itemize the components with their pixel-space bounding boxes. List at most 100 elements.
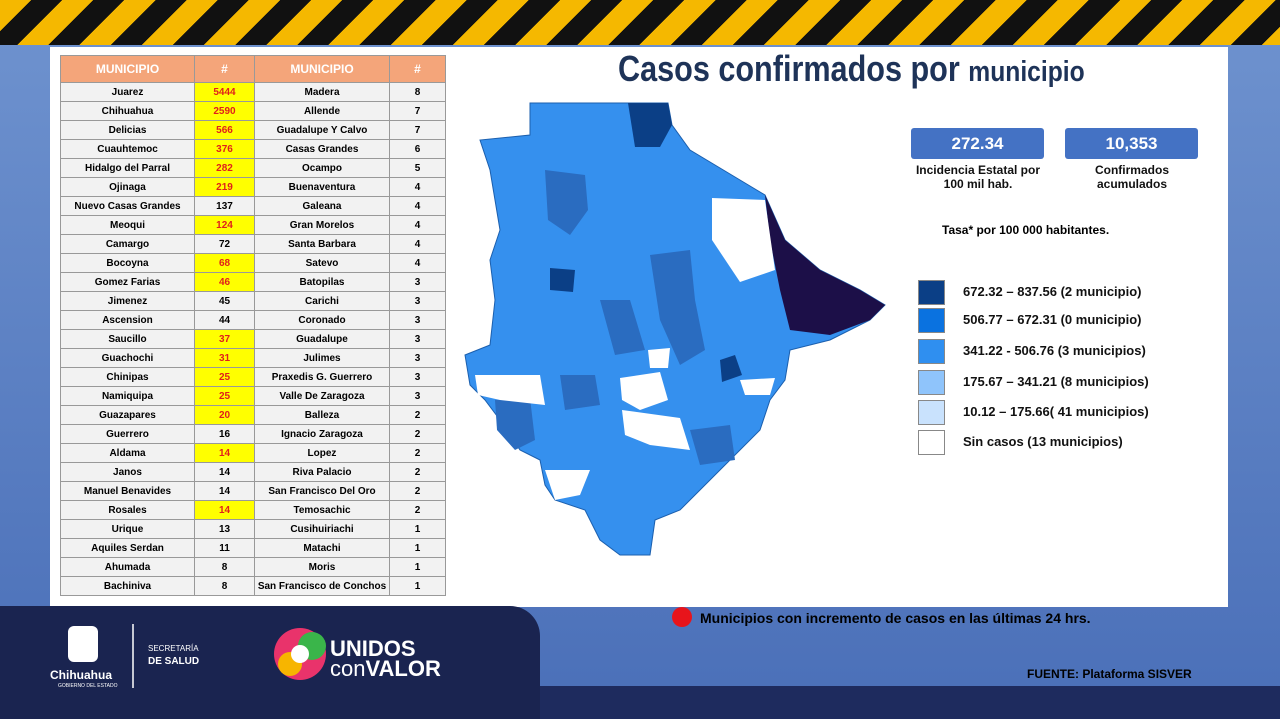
- cell-name: Moris: [254, 557, 390, 577]
- cell-name: Santa Barbara: [254, 234, 390, 254]
- cell-count: 1: [389, 576, 446, 596]
- region-dark: [765, 195, 885, 335]
- legend-label: 10.12 – 175.66( 41 municipios): [963, 404, 1149, 419]
- state-name: Chihuahua: [50, 668, 112, 682]
- cell-name: Guerrero: [60, 424, 195, 444]
- legend-label: 341.22 - 506.76 (3 municipios): [963, 343, 1146, 358]
- cell-name: Satevo: [254, 253, 390, 273]
- cell-count: 25: [194, 367, 255, 387]
- cell-count: 8: [194, 576, 255, 596]
- region-white: [740, 378, 775, 395]
- cell-name: Delicias: [60, 120, 195, 140]
- cell-name: Juarez: [60, 82, 195, 102]
- sec-label: SECRETARÍA: [148, 644, 199, 653]
- legend-swatch: [918, 339, 945, 364]
- cell-count: 137: [194, 196, 255, 216]
- region-mid: [545, 170, 588, 235]
- cell-count: 16: [194, 424, 255, 444]
- region-white: [712, 198, 775, 282]
- gov-label: GOBIERNO DEL ESTADO: [58, 683, 118, 689]
- region-mid: [600, 300, 645, 355]
- cell-count: 45: [194, 291, 255, 311]
- cell-name: Ocampo: [254, 158, 390, 178]
- cell-name: Jimenez: [60, 291, 195, 311]
- cell-count: 14: [194, 443, 255, 463]
- cell-count: 4: [389, 177, 446, 197]
- region-mid: [495, 398, 535, 450]
- region-navy: [550, 268, 575, 292]
- table-row: Cuauhtemoc 376 Casas Grandes 6: [60, 139, 446, 159]
- cell-name: Gran Morelos: [254, 215, 390, 235]
- legend-swatch: [918, 308, 945, 333]
- table-row: Saucillo 37 Guadalupe 3: [60, 329, 446, 349]
- cell-count: 31: [194, 348, 255, 368]
- table-row: Nuevo Casas Grandes 137 Galeana 4: [60, 196, 446, 216]
- title-main: Casos confirmados por: [618, 48, 960, 89]
- table-row: Meoqui 124 Gran Morelos 4: [60, 215, 446, 235]
- table-row: Gomez Farias 46 Batopilas 3: [60, 272, 446, 292]
- cell-count: 7: [389, 120, 446, 140]
- cell-name: Coronado: [254, 310, 390, 330]
- brand-text: UNIDOS: [330, 636, 416, 661]
- sec-label: DE SALUD: [148, 656, 200, 667]
- legend-swatch: [918, 280, 945, 305]
- cell-name: Buenaventura: [254, 177, 390, 197]
- table-row: Aldama 14 Lopez 2: [60, 443, 446, 463]
- cell-count: 3: [389, 310, 446, 330]
- cases-table: MUNICIPIO # MUNICIPIO # Juarez 5444 Madera 8 Ch…: [60, 55, 446, 596]
- region-white: [622, 410, 690, 450]
- cell-count: 3: [389, 348, 446, 368]
- cell-name: Hidalgo del Parral: [60, 158, 195, 178]
- cell-count: 2: [389, 462, 446, 482]
- col-header: MUNICIPIO: [60, 55, 195, 83]
- cell-name: Ahumada: [60, 557, 195, 577]
- col-header: #: [194, 55, 255, 83]
- table-row: Manuel Benavides 14 San Francisco Del Oro 2: [60, 481, 446, 501]
- brand-text: VALOR: [365, 656, 441, 681]
- stat-value: 10,353: [1065, 128, 1198, 159]
- cell-name: Chinipas: [60, 367, 195, 387]
- region-white: [620, 372, 668, 410]
- legend-swatch: [918, 370, 945, 395]
- cell-count: 1: [389, 538, 446, 558]
- cell-name: Lopez: [254, 443, 390, 463]
- region-navy: [628, 103, 672, 147]
- stat-value: 272.34: [911, 128, 1044, 159]
- cell-name: Batopilas: [254, 272, 390, 292]
- table-row: Delicias 566 Guadalupe Y Calvo 7: [60, 120, 446, 140]
- col-header: MUNICIPIO: [254, 55, 390, 83]
- cell-name: Cuauhtemoc: [60, 139, 195, 159]
- table-row: Rosales 14 Temosachic 2: [60, 500, 446, 520]
- region-white: [475, 375, 545, 405]
- table-row: Chihuahua 2590 Allende 7: [60, 101, 446, 121]
- cell-name: Ignacio Zaragoza: [254, 424, 390, 444]
- cell-count: 219: [194, 177, 255, 197]
- brand-logo: [291, 645, 309, 663]
- cell-count: 3: [389, 329, 446, 349]
- cell-count: 2: [389, 481, 446, 501]
- cell-count: 6: [389, 139, 446, 159]
- cell-name: Bachiniva: [60, 576, 195, 596]
- table-row: Bachiniva 8 San Francisco de Conchos 1: [60, 576, 446, 596]
- table-row: Bocoyna 68 Satevo 4: [60, 253, 446, 273]
- cell-name: Camargo: [60, 234, 195, 254]
- title: Casos confirmados por municipio: [618, 48, 1085, 90]
- table-row: Chinipas 25 Praxedis G. Guerrero 3: [60, 367, 446, 387]
- table-row: Guachochi 31 Julimes 3: [60, 348, 446, 368]
- legend-label: Sin casos (13 municipios): [963, 434, 1123, 449]
- legend-title: Tasa* por 100 000 habitantes.: [942, 223, 1110, 237]
- cell-count: 2: [389, 500, 446, 520]
- cell-count: 4: [389, 196, 446, 216]
- cell-name: Guadalupe: [254, 329, 390, 349]
- cell-name: Ascension: [60, 310, 195, 330]
- table-row: Ascension 44 Coronado 3: [60, 310, 446, 330]
- cell-name: Guachochi: [60, 348, 195, 368]
- stat-label: Confirmados acumulados: [1094, 163, 1169, 191]
- table-row: Hidalgo del Parral 282 Ocampo 5: [60, 158, 446, 178]
- legend-label: 175.67 – 341.21 (8 municipios): [963, 374, 1149, 389]
- cell-count: 3: [389, 386, 446, 406]
- cell-name: Cusihuiriachi: [254, 519, 390, 539]
- cell-count: 3: [389, 367, 446, 387]
- table-row: Camargo 72 Santa Barbara 4: [60, 234, 446, 254]
